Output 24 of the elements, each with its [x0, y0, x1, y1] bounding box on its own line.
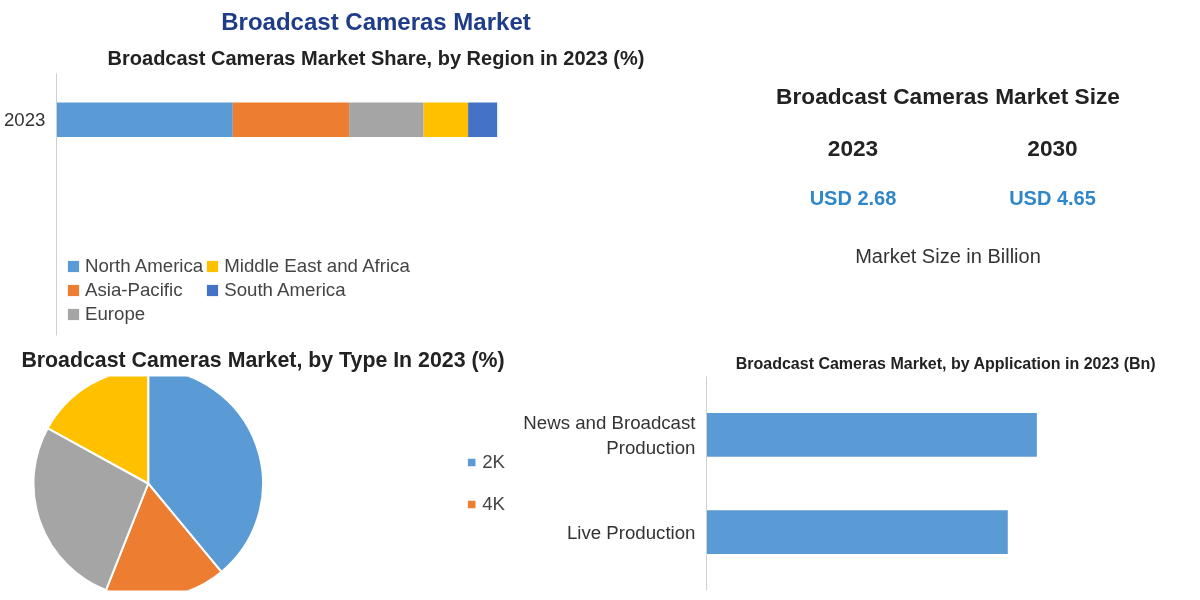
bar [468, 102, 498, 138]
legend-label: Europe [85, 303, 146, 325]
text: Broadcast Cameras Market Size [776, 82, 1120, 109]
legend-label: Asia-Pacific [85, 279, 183, 301]
bar [349, 102, 424, 138]
legend-label: North America [85, 255, 204, 277]
bar [423, 102, 469, 138]
legend-label: South America [224, 279, 346, 301]
y-tick-label: News and Broadcast Production [523, 411, 697, 458]
chart-title: Broadcast Cameras Market, by Application in 2023 (Bn) [735, 354, 1156, 372]
chart-title: Broadcast Cameras Market [221, 7, 531, 35]
chart-subtitle: Broadcast Cameras Market Share, by Region in 2023 (%) [107, 46, 645, 69]
text: Market Size in Billion [855, 244, 1041, 267]
text: 2023 [827, 135, 879, 162]
chart-title: Broadcast Cameras Market, by Type In 2023 (%) [21, 347, 505, 372]
text: USD 2.68 [809, 186, 897, 209]
bar [56, 102, 233, 138]
text: 2030 [1027, 135, 1078, 162]
legend-label: Middle East and Africa [224, 255, 410, 277]
text: USD 4.65 [1009, 186, 1096, 209]
legend-label: 4K [482, 493, 505, 515]
legend-label: 2K [482, 451, 505, 473]
y-tick-label: Live Production [566, 521, 696, 543]
bar [232, 102, 350, 138]
